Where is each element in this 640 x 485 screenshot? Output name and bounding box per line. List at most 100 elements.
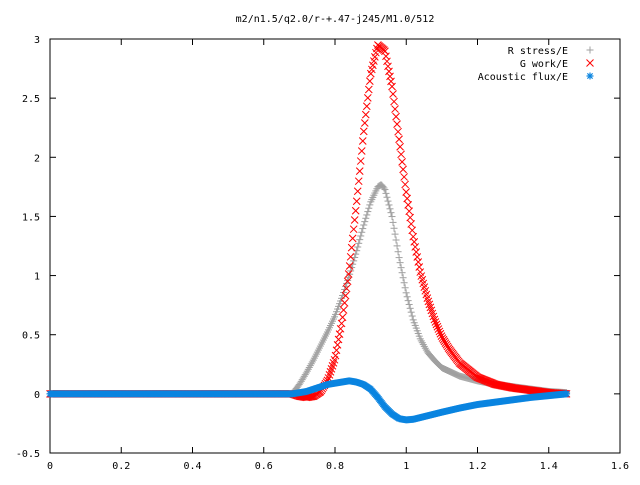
y-tick-label: 1.5 [22,212,40,223]
data-point [415,259,422,266]
data-point [406,301,413,308]
data-point [383,194,390,201]
x-tick-label: 1 [403,461,409,472]
x-tick-label: 0.2 [112,461,130,472]
data-point [363,103,370,110]
data-point [351,216,358,223]
data-point [405,297,412,304]
data-point [358,229,365,236]
x-tick-label: 1.4 [540,461,558,472]
data-point [563,390,570,397]
data-point [383,58,390,65]
y-tick-label: 0.5 [22,331,40,342]
data-point [389,213,396,220]
chart-title: m2/n1.5/q2.0/r-+.47-j245/M1.0/512 [236,14,435,25]
data-point [408,309,415,316]
data-point [399,158,406,165]
data-point [389,83,396,90]
data-point [349,235,356,242]
x-tick-label: 1.2 [468,461,486,472]
data-point [407,214,414,221]
data-point [358,148,365,155]
x-tick-label: 0 [47,461,53,472]
data-point [361,120,368,127]
data-point [407,305,414,312]
data-point [346,271,353,278]
legend-marker [587,60,594,67]
y-tick-label: 1 [34,272,40,283]
data-point [360,221,367,228]
data-point [385,201,392,208]
data-point [366,78,373,85]
data-point [347,253,354,260]
data-point [388,78,395,85]
data-point [390,91,397,98]
legend-label: G work/E [520,59,568,70]
legend-marker [587,47,594,54]
data-point [384,63,391,70]
data-point [392,231,399,238]
data-point [402,284,409,291]
data-point [338,320,345,327]
data-point [395,128,402,135]
data-point [400,166,407,173]
data-point [396,136,403,143]
data-point [398,264,405,271]
data-point [341,299,348,306]
data-point [363,211,370,218]
data-point [403,188,410,195]
x-tick-label: 1.6 [611,461,629,472]
data-point [354,188,361,195]
data-point [359,225,366,232]
legend-marker [587,73,594,80]
data-point [412,243,419,250]
data-point [405,201,412,208]
data-point [348,244,355,251]
y-tick-label: -0.5 [16,449,40,460]
data-point [409,313,416,320]
data-point [355,178,362,185]
data-point [401,173,408,180]
data-point [362,215,369,222]
data-point [411,238,418,245]
data-point [395,248,402,255]
series-layer [47,42,571,424]
data-point [356,236,363,243]
data-point [364,208,371,215]
data-point [361,218,368,225]
data-point [344,277,351,284]
data-point [360,128,367,135]
data-point [384,198,391,205]
data-point [402,181,409,188]
data-point [397,259,404,266]
data-point [339,314,346,321]
data-point [365,86,372,93]
data-point [357,232,364,239]
series-2 [47,42,571,401]
data-point [393,113,400,120]
data-point [413,248,420,255]
data-point [416,264,423,271]
data-point [385,68,392,75]
data-point [340,307,347,314]
data-point [398,151,405,158]
x-tick-label: 0.4 [183,461,201,472]
legend-label: Acoustic flux/E [478,72,568,83]
legend-label: R stress/E [508,46,568,57]
data-point [353,198,360,205]
data-point [382,53,389,60]
data-point [397,143,404,150]
data-point [355,240,362,247]
data-point [394,242,401,249]
data-point [390,219,397,226]
data-point [414,253,421,260]
y-tick-label: 3 [34,35,40,46]
x-tick-label: 0.6 [255,461,273,472]
data-point [387,73,394,80]
data-point [391,225,398,232]
data-point [408,220,415,227]
data-point [391,98,398,105]
